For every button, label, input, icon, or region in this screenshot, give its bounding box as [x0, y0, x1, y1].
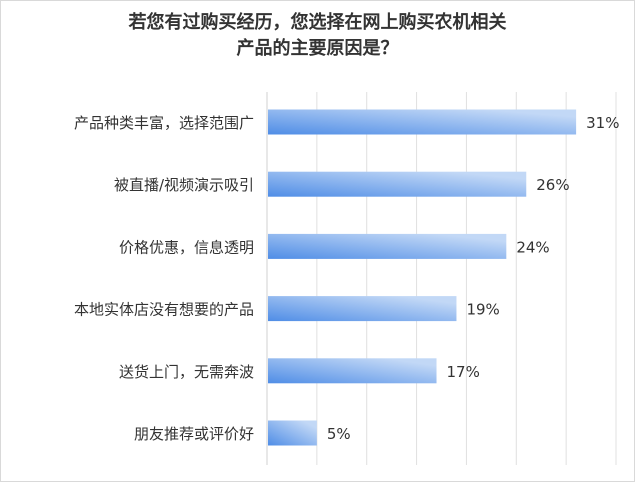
category-label: 价格优惠，信息透明 [119, 238, 254, 256]
bar [268, 171, 527, 197]
bar [268, 420, 317, 446]
bar [268, 296, 457, 322]
bar [268, 358, 437, 384]
category-label: 送货上门，无需奔波 [119, 363, 254, 381]
chart-title-line-1: 若您有过购买经历，您选择在网上购买农机相关 [128, 12, 507, 33]
data-label: 31% [586, 114, 619, 132]
chart-title-line-2: 产品的主要原因是？ [236, 38, 399, 59]
bar [268, 233, 507, 259]
data-label: 24% [516, 238, 549, 256]
data-label: 5% [327, 425, 351, 443]
category-label: 朋友推荐或评价好 [134, 425, 254, 443]
chart-title: 若您有过购买经历，您选择在网上购买农机相关 产品的主要原因是？ [0, 10, 635, 62]
category-label: 本地实体店没有想要的产品 [74, 301, 254, 319]
data-label: 17% [447, 363, 480, 381]
data-label: 26% [536, 176, 569, 194]
category-label: 产品种类丰富，选择范围广 [74, 114, 254, 132]
bar [268, 109, 577, 135]
category-label: 被直播/视频演示吸引 [114, 176, 254, 194]
data-label: 19% [466, 301, 499, 319]
